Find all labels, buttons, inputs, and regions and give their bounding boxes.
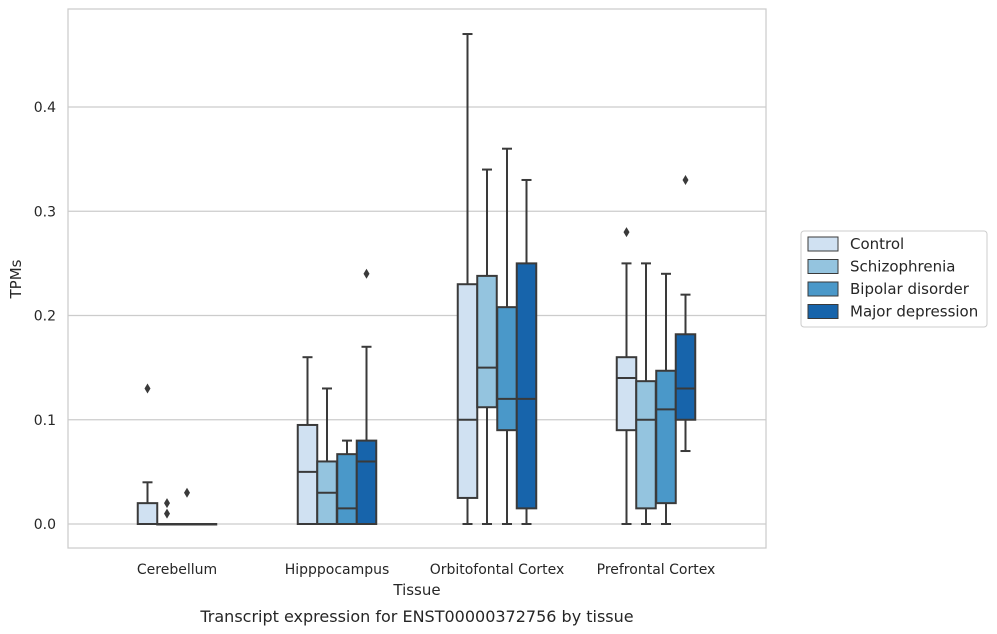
y-tick-label: 0.3	[34, 204, 56, 220]
y-tick-label: 0.2	[34, 309, 56, 325]
series-schizophrenia	[156, 168, 657, 526]
outlier-point	[144, 383, 151, 394]
legend-swatch	[807, 236, 839, 252]
legend-swatch	[807, 281, 839, 297]
outlier-point	[682, 174, 689, 185]
box	[355, 439, 378, 526]
legend-label: Control	[850, 235, 904, 253]
box	[336, 453, 358, 525]
outlier-point	[164, 498, 170, 509]
box	[635, 380, 657, 510]
series-control	[136, 33, 638, 525]
x-tick-label: Prefrontal Cortex	[597, 562, 716, 578]
box	[674, 333, 697, 421]
series-bipolar-disorder	[176, 147, 677, 526]
legend-swatch	[807, 259, 839, 274]
y-tick-label: 0.0	[34, 517, 56, 533]
box	[515, 262, 538, 510]
legend-swatch	[807, 304, 839, 319]
legend-label: Bipolar disorder	[850, 280, 970, 298]
y-tick-label: 0.1	[34, 413, 56, 429]
box	[456, 283, 479, 499]
outlier-point	[184, 487, 190, 498]
series-major-depression	[195, 174, 697, 526]
y-axis-title: TPMs	[7, 259, 25, 299]
outlier-point	[164, 508, 170, 519]
box	[296, 423, 319, 525]
outlier-point	[363, 268, 370, 279]
y-tick-labels: 0.0 0.1 0.2 0.3 0.4	[34, 100, 56, 533]
x-tick-label: Cerebellum	[137, 562, 217, 578]
legend-frame	[800, 230, 988, 328]
box	[476, 274, 498, 409]
outlier-point	[623, 227, 630, 238]
legend-label: Major depression	[850, 303, 978, 321]
box	[655, 369, 677, 505]
plot-area-frame	[67, 8, 767, 549]
legend: Control Schizophrenia Bipolar disorder Majo…	[800, 230, 988, 328]
legend-label: Schizophrenia	[850, 258, 955, 276]
y-tick-label: 0.4	[34, 100, 56, 116]
x-tick-label: Hipppocampus	[285, 562, 390, 578]
box	[136, 502, 159, 525]
chart-caption: Transcript expression for ENST0000037275…	[199, 607, 633, 626]
x-tick-labels: Cerebellum Hipppocampus Orbitofontal Corte…	[137, 562, 715, 578]
x-axis-title: Tissue	[392, 581, 440, 599]
box-series	[136, 33, 697, 526]
x-tick-label: Orbitofontal Cortex	[430, 562, 565, 578]
box	[496, 306, 518, 432]
box	[615, 356, 638, 432]
